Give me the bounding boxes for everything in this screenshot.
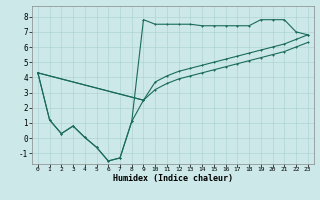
X-axis label: Humidex (Indice chaleur): Humidex (Indice chaleur) bbox=[113, 174, 233, 183]
